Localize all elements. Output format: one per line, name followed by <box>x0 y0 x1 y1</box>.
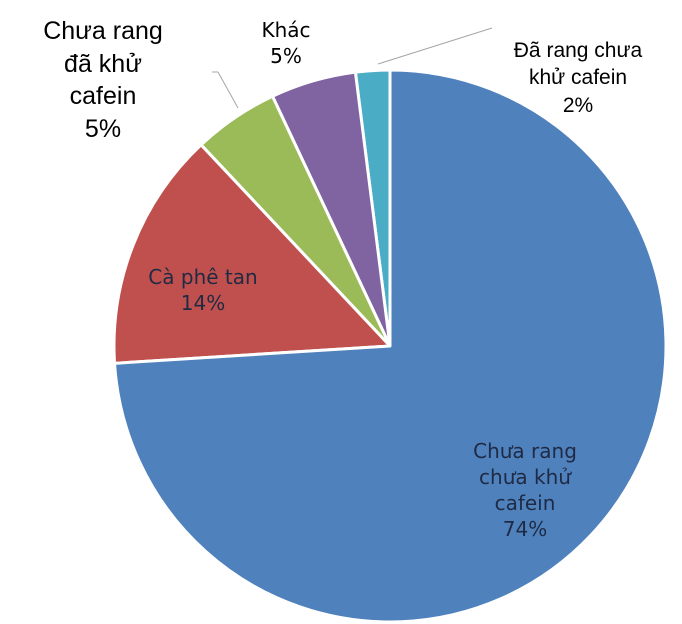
slice-label: Chưa rang đã khử cafein 5% <box>28 15 178 145</box>
pie-slice <box>112 143 392 365</box>
value-label: 5% <box>84 114 122 143</box>
slice-label: Cà phê tan 14% <box>123 264 283 316</box>
value-label: 2% <box>562 93 594 117</box>
slice-label: Khác 5% <box>246 17 326 69</box>
category-name: Chưa rang đã khử cafein <box>43 17 163 110</box>
value-label: 74% <box>502 517 548 541</box>
slice-label: Chưa rang chưa khử cafein 74% <box>450 438 600 542</box>
leader-line <box>377 27 493 65</box>
category-name: Chưa rang chưa khử cafein <box>473 439 577 515</box>
pie-slice <box>113 68 668 624</box>
category-name: Đã rang chưa khử cafein <box>513 39 643 90</box>
value-label: 14% <box>180 291 226 315</box>
value-label: 5% <box>270 44 302 68</box>
leader-line <box>217 71 239 109</box>
slice-label: Đã rang chưa khử cafein 2% <box>498 37 658 119</box>
category-name: Cà phê tan <box>148 265 258 289</box>
category-name: Khác <box>261 18 311 42</box>
